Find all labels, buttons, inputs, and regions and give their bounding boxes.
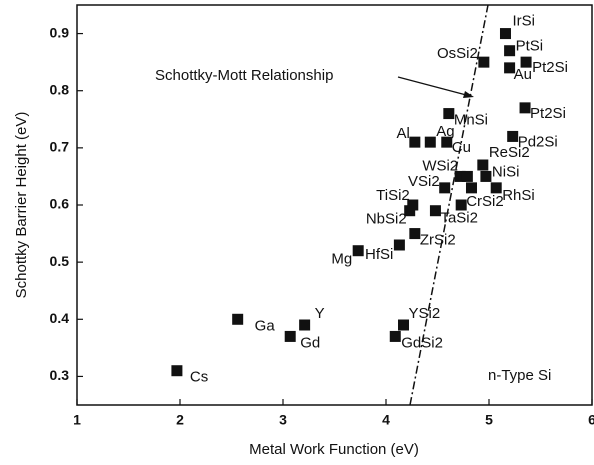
point: [504, 62, 516, 74]
point-label: VSi2: [408, 173, 440, 190]
annotation: Schottky-Mott Relationship: [155, 67, 333, 84]
point: [409, 136, 421, 148]
point-label: YSi2: [409, 305, 441, 322]
point-label: Gd: [300, 334, 320, 351]
point: [429, 205, 441, 217]
point-label: Pd2Si: [518, 133, 558, 150]
point-label: Pt2Si: [530, 105, 566, 122]
x-tick-label: 5: [485, 412, 493, 428]
point: [393, 239, 405, 251]
point-label: GdSi2: [401, 334, 443, 351]
point: [454, 170, 466, 182]
y-tick-label: 0.8: [50, 81, 70, 97]
point: [441, 136, 453, 148]
point: [519, 102, 531, 114]
point-label: Al: [396, 125, 409, 142]
point: [461, 170, 473, 182]
annotation: n-Type Si: [488, 367, 551, 384]
x-tick-label: 6: [588, 412, 594, 428]
point: [389, 330, 401, 342]
y-tick-label: 0.4: [50, 310, 70, 326]
point-label: Au: [514, 66, 532, 83]
point-label: Y: [315, 305, 325, 322]
point: [490, 182, 502, 194]
point-label: Ag: [436, 123, 454, 140]
point: [404, 205, 416, 217]
y-axis-label: Schottky Barrier Height (eV): [13, 112, 30, 299]
x-tick-label: 1: [73, 412, 81, 428]
point-label: NbSi2: [366, 211, 407, 228]
point: [424, 136, 436, 148]
x-tick-label: 3: [279, 412, 287, 428]
point-label: Cu: [452, 139, 471, 156]
x-tick-label: 4: [382, 412, 390, 428]
arrow-head: [463, 91, 474, 98]
point: [352, 245, 364, 257]
point: [480, 170, 492, 182]
point: [409, 228, 421, 240]
point-label: ZrSi2: [420, 232, 456, 249]
point-label: Pt2Si: [532, 59, 568, 76]
point: [407, 199, 419, 211]
point-label: PtSi: [516, 38, 544, 55]
y-tick-label: 0.3: [50, 367, 70, 383]
y-tick-label: 0.5: [50, 253, 70, 269]
schottky-mott-line: [409, 4, 489, 406]
point: [171, 365, 183, 377]
point: [232, 313, 244, 325]
point-label: RhSi: [502, 187, 535, 204]
point: [499, 28, 511, 40]
point: [455, 199, 467, 211]
point-label: IrSi: [512, 13, 535, 30]
point-label: HfSi: [365, 246, 393, 263]
point: [507, 130, 519, 142]
point-label: ReSi2: [489, 144, 530, 161]
point-label: MnSi: [454, 112, 488, 129]
y-tick-label: 0.6: [50, 196, 70, 212]
point-label: Ga: [255, 317, 276, 334]
y-tick-label: 0.7: [50, 139, 70, 155]
point: [520, 56, 532, 68]
x-tick-label: 2: [176, 412, 184, 428]
point: [284, 330, 296, 342]
point-label: Mg: [331, 251, 352, 268]
point: [439, 182, 451, 194]
point-label: CrSi2: [466, 193, 504, 210]
point-label: TaSi2: [440, 210, 478, 227]
point: [465, 182, 477, 194]
point: [299, 319, 311, 331]
y-tick-label: 0.9: [50, 24, 70, 40]
point-label: Cs: [190, 369, 208, 386]
point-label: OsSi2: [437, 45, 478, 62]
point-label: WSi2: [422, 157, 458, 174]
point: [443, 108, 455, 120]
point: [398, 319, 410, 331]
point-label: NiSi: [492, 163, 520, 180]
point-label: TiSi2: [376, 187, 410, 204]
point: [478, 56, 490, 68]
annotation-arrow: [397, 76, 471, 97]
point: [477, 159, 489, 171]
point: [504, 45, 516, 57]
x-axis-label: Metal Work Function (eV): [249, 441, 419, 458]
